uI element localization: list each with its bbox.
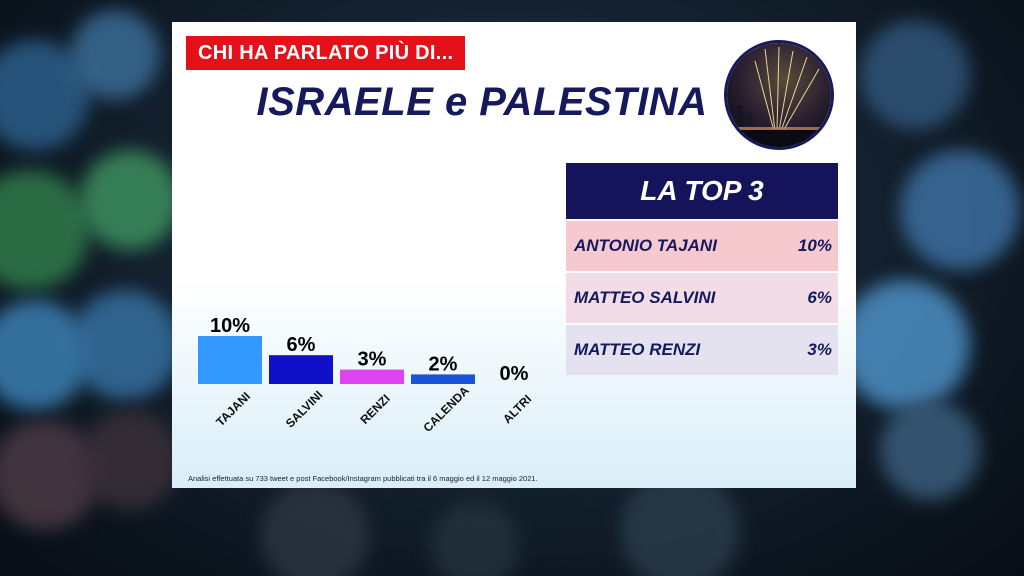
top3-row: MATTEO RENZI 3%	[566, 325, 838, 375]
background-social-icon	[80, 150, 180, 250]
top3-row: MATTEO SALVINI 6%	[566, 273, 838, 323]
top3-value: 10%	[797, 236, 832, 255]
topic-photo	[724, 40, 834, 150]
headline-title: ISRAELE e PALESTINA	[256, 80, 708, 124]
category-label: TAJANI	[213, 389, 253, 429]
top3-row: ANTONIO TAJANI 10%	[566, 221, 838, 271]
category-label: RENZI	[357, 391, 392, 426]
background-social-icon	[0, 170, 90, 290]
background-social-icon	[880, 400, 980, 500]
category-label: ALTRI	[500, 392, 534, 426]
top3-name: ANTONIO TAJANI	[574, 236, 717, 255]
top3-value: 6%	[807, 288, 832, 307]
bar-value-label: 3%	[358, 349, 387, 371]
category-label: CALENDA	[420, 383, 472, 435]
kicker-label: CHI HA PARLATO PIÙ DI...	[186, 36, 466, 70]
bar-value-label: 6%	[287, 334, 316, 356]
background-social-icon	[860, 20, 970, 130]
rocket-sky-image	[727, 43, 831, 147]
top3-name: MATTEO SALVINI	[574, 288, 716, 307]
top3-panel: LA TOP 3 ANTONIO TAJANI 10% MATTEO SALVI…	[566, 163, 838, 375]
background-social-icon	[80, 410, 180, 510]
background-social-icon	[430, 500, 520, 576]
bar-chart: 10% TAJANI 6% SALVINI 3% RENZI 2% CALENDA 0% ALTR…	[198, 315, 534, 435]
bar-value-label: 0%	[500, 363, 529, 385]
category-label: SALVINI	[283, 388, 326, 431]
background-social-icon	[840, 280, 970, 410]
top3-title: LA TOP 3	[566, 163, 838, 219]
footnote: Analisi effettuata su 733 tweet e post F…	[188, 474, 538, 483]
background-social-icon	[260, 480, 370, 576]
top3-value: 3%	[807, 340, 832, 359]
top3-name: MATTEO RENZI	[574, 340, 701, 359]
background-social-icon	[70, 290, 180, 400]
bar-value-label: 2%	[429, 353, 458, 375]
bar-tajani	[198, 336, 262, 384]
bar-calenda	[411, 374, 475, 384]
bar-salvini	[269, 355, 333, 384]
background-social-icon	[70, 10, 160, 100]
bar-value-label: 10%	[210, 315, 250, 337]
infographic-card: CHI HA PARLATO PIÙ DI... ISRAELE e PALES…	[172, 22, 856, 488]
bar-renzi	[340, 369, 404, 384]
background-social-icon	[900, 150, 1020, 270]
